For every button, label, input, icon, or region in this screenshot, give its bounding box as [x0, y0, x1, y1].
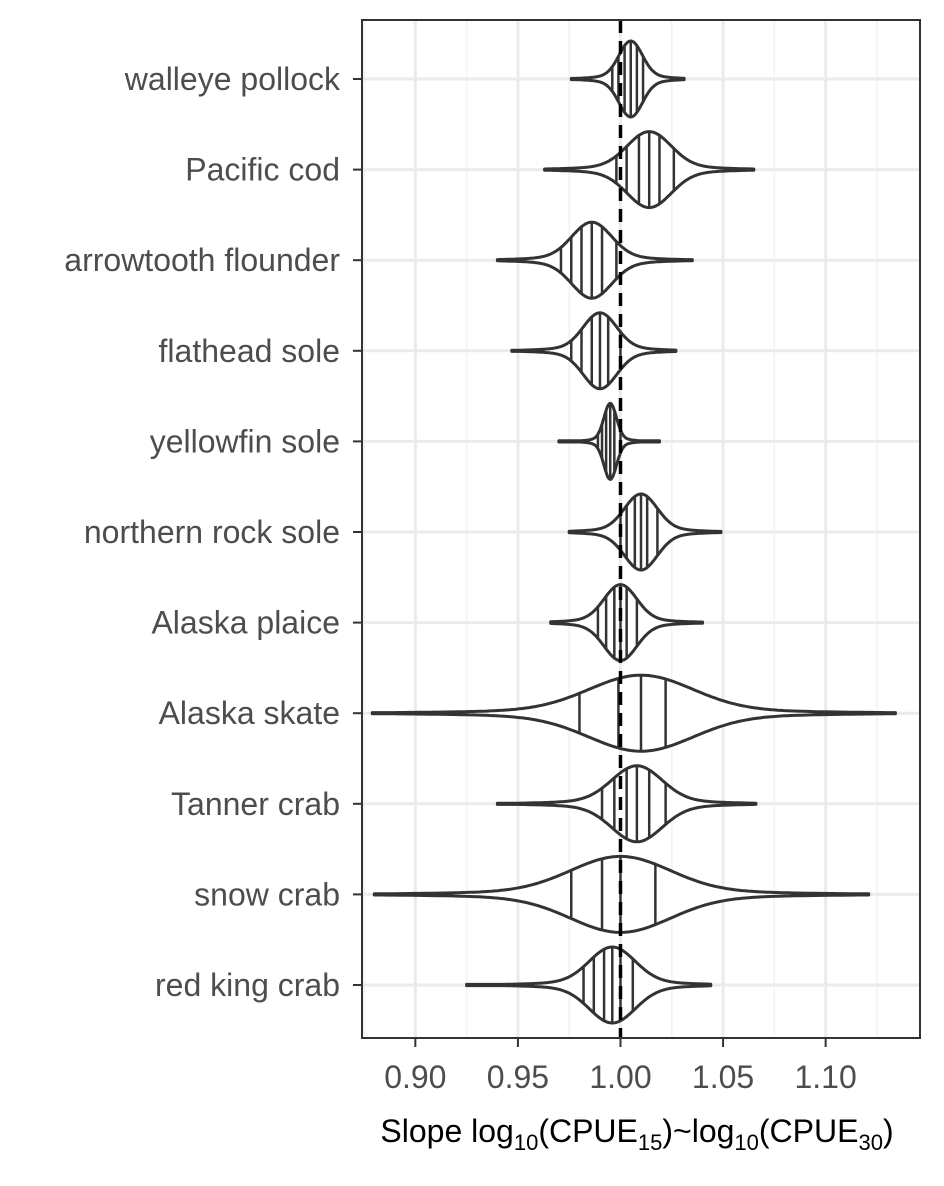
violin-shape — [370, 673, 897, 753]
x-title-sub1: 10 — [514, 1130, 538, 1155]
y-tick-label: arrowtooth flounder — [64, 242, 340, 278]
x-title-prefix: Slope log — [380, 1113, 513, 1149]
x-title-mid3: (CPUE — [759, 1113, 859, 1149]
y-tick-label: red king crab — [155, 967, 340, 1003]
x-title-mid2: )~log — [662, 1113, 734, 1149]
x-tick-label: 1.00 — [589, 1059, 651, 1095]
x-title-mid1: (CPUE — [538, 1113, 638, 1149]
y-tick-label: Pacific cod — [185, 152, 340, 188]
x-tick-label: 0.95 — [487, 1059, 549, 1095]
y-tick-label: yellowfin sole — [150, 423, 340, 459]
x-tick-label: 0.90 — [384, 1059, 446, 1095]
violin-shape — [495, 220, 694, 300]
x-title-suffix: ) — [883, 1113, 894, 1149]
y-axis: walleye pollock Pacific cod arrowtooth flo… — [64, 61, 362, 1003]
y-tick-label: Alaska skate — [159, 695, 340, 731]
violin-shape — [465, 945, 713, 1025]
violin-shape — [569, 39, 686, 119]
y-tick-label: Tanner crab — [171, 786, 340, 822]
y-tick-label: walleye pollock — [124, 61, 341, 97]
y-tick-label: northern rock sole — [84, 514, 340, 550]
x-title-sub3: 10 — [734, 1130, 758, 1155]
panel-border — [361, 19, 921, 1039]
x-axis: 0.90 0.95 1.00 1.05 1.10 — [384, 1038, 857, 1095]
x-title-sub4: 30 — [858, 1130, 882, 1155]
violins — [370, 39, 897, 1025]
x-tick-label: 1.10 — [794, 1059, 856, 1095]
x-title-sub2: 15 — [638, 1130, 662, 1155]
y-tick-label: flathead sole — [159, 333, 340, 369]
violin-shape — [510, 311, 678, 391]
y-tick-label: Alaska plaice — [151, 605, 340, 641]
y-tick-label: snow crab — [194, 876, 340, 912]
x-axis-title: Slope log10(CPUE15)~log10(CPUE30) — [380, 1113, 893, 1155]
x-tick-label: 1.05 — [692, 1059, 754, 1095]
